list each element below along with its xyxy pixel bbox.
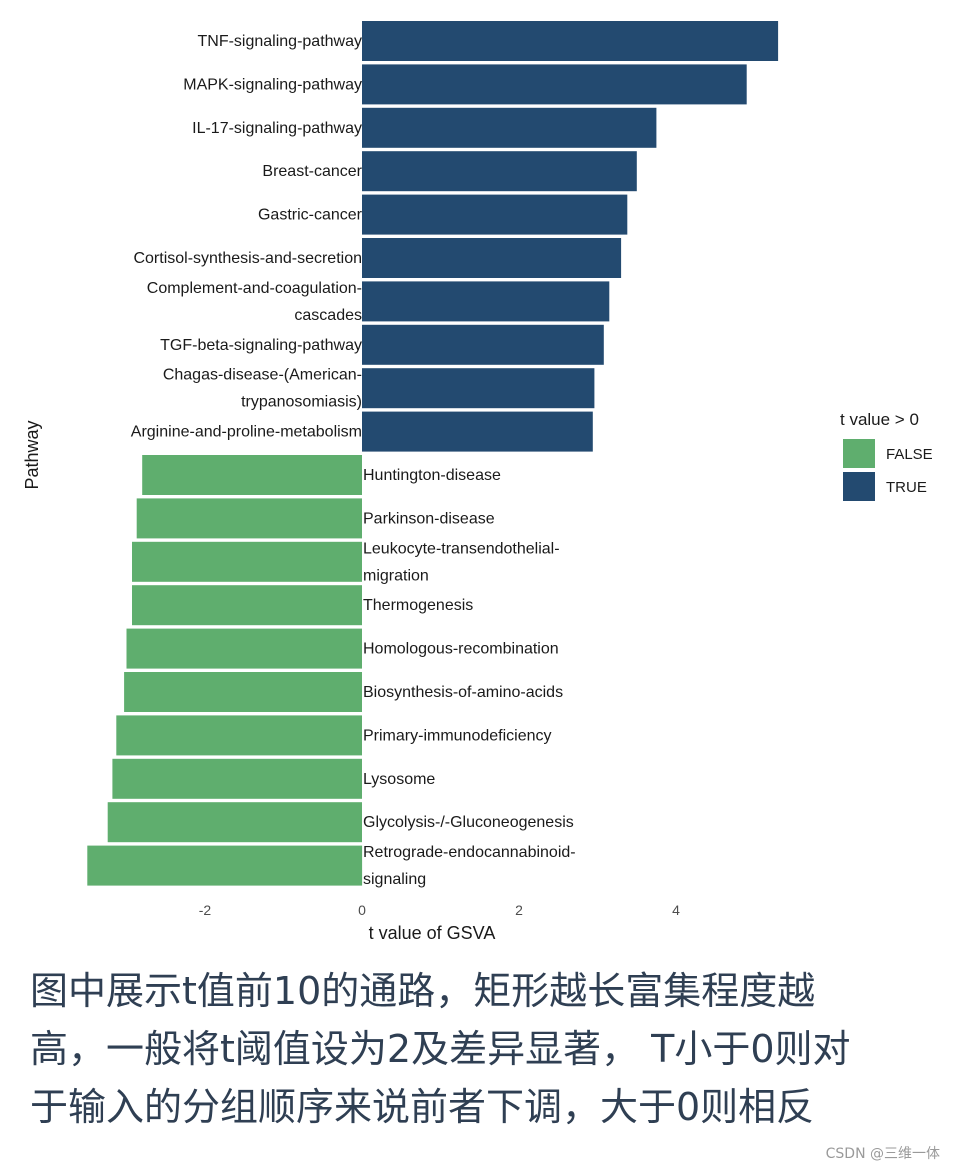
legend-swatch-true [843, 472, 875, 501]
category-label: Glycolysis-/-Gluconeogenesis [363, 814, 574, 831]
bar-3 [362, 107, 657, 148]
x-tick-label: 4 [672, 902, 680, 918]
category-label: Lysosome [363, 771, 435, 788]
bar-16 [124, 672, 362, 712]
category-label: Complement-and-coagulation-cascades [147, 280, 362, 324]
category-label: Leukocyte-transendothelial-migration [363, 540, 560, 584]
bar-2 [362, 64, 747, 105]
category-label: TNF-signaling-pathway [197, 33, 362, 50]
legend: t value > 0 FALSE TRUE [840, 410, 933, 501]
x-axis-title: t value of GSVA [369, 923, 496, 943]
bar-19 [107, 802, 362, 843]
y-axis-title: Pathway [22, 420, 42, 489]
bar-8 [362, 324, 604, 365]
x-tick-label: -2 [199, 902, 212, 918]
category-label: Homologous-recombination [363, 641, 559, 658]
caption: 图中展示t值前10的通路，矩形越长富集程度越 高，一般将t阈值设为2及差异显著，… [30, 962, 945, 1136]
bar-15 [126, 628, 362, 669]
caption-line: 高，一般将t阈值设为2及差异显著， T小于0则对 [30, 1027, 851, 1071]
bar-4 [362, 151, 637, 192]
legend-label-false: FALSE [886, 446, 933, 463]
caption-line: 图中展示t值前10的通路，矩形越长富集程度越 [30, 969, 816, 1013]
category-label: Breast-cancer [262, 163, 362, 180]
bar-20 [87, 845, 363, 886]
bar-13 [132, 541, 362, 582]
bar-5 [362, 194, 628, 235]
bar-12 [136, 498, 362, 539]
bar-1 [362, 21, 779, 61]
x-tick-label: 0 [358, 902, 366, 918]
caption-line: 于输入的分组顺序来说前者下调，大于0则相反 [30, 1085, 815, 1129]
category-label: Biosynthesis-of-amino-acids [363, 684, 563, 701]
bar-11 [142, 455, 362, 495]
category-label: Gastric-cancer [258, 207, 363, 224]
bar-10 [362, 411, 593, 452]
category-label: Thermogenesis [363, 597, 473, 614]
legend-label-true: TRUE [886, 479, 927, 496]
category-label: Cortisol-synthesis-and-secretion [133, 250, 362, 267]
bar-9 [362, 368, 595, 409]
bars-layer [87, 21, 779, 886]
category-label: MAPK-signaling-pathway [183, 76, 362, 93]
bar-7 [362, 281, 610, 322]
x-tick-label: 2 [515, 902, 523, 918]
category-labels: TNF-signaling-pathway MAPK-signaling-path… [131, 33, 576, 888]
bar-18 [112, 758, 363, 799]
category-label: Chagas-disease-(American-trypanosomiasis… [163, 367, 362, 411]
category-label: Parkinson-disease [363, 510, 495, 527]
x-axis-ticks: -2 0 2 4 [199, 902, 680, 918]
watermark: CSDN @三维一体 [825, 1146, 940, 1162]
category-label: Primary-immunodeficiency [363, 727, 552, 744]
bar-17 [116, 715, 362, 756]
bar-14 [132, 585, 362, 626]
category-label: Arginine-and-proline-metabolism [131, 424, 362, 441]
legend-title: t value > 0 [840, 410, 919, 429]
legend-swatch-false [843, 439, 875, 468]
bar-6 [362, 238, 622, 278]
category-label: IL-17-signaling-pathway [192, 120, 362, 137]
category-label: TGF-beta-signaling-pathway [160, 337, 362, 354]
category-label: Retrograde-endocannabinoid-signaling [363, 844, 576, 888]
gsva-bar-chart: TNF-signaling-pathway MAPK-signaling-path… [22, 21, 933, 943]
category-label: Huntington-disease [363, 467, 501, 484]
